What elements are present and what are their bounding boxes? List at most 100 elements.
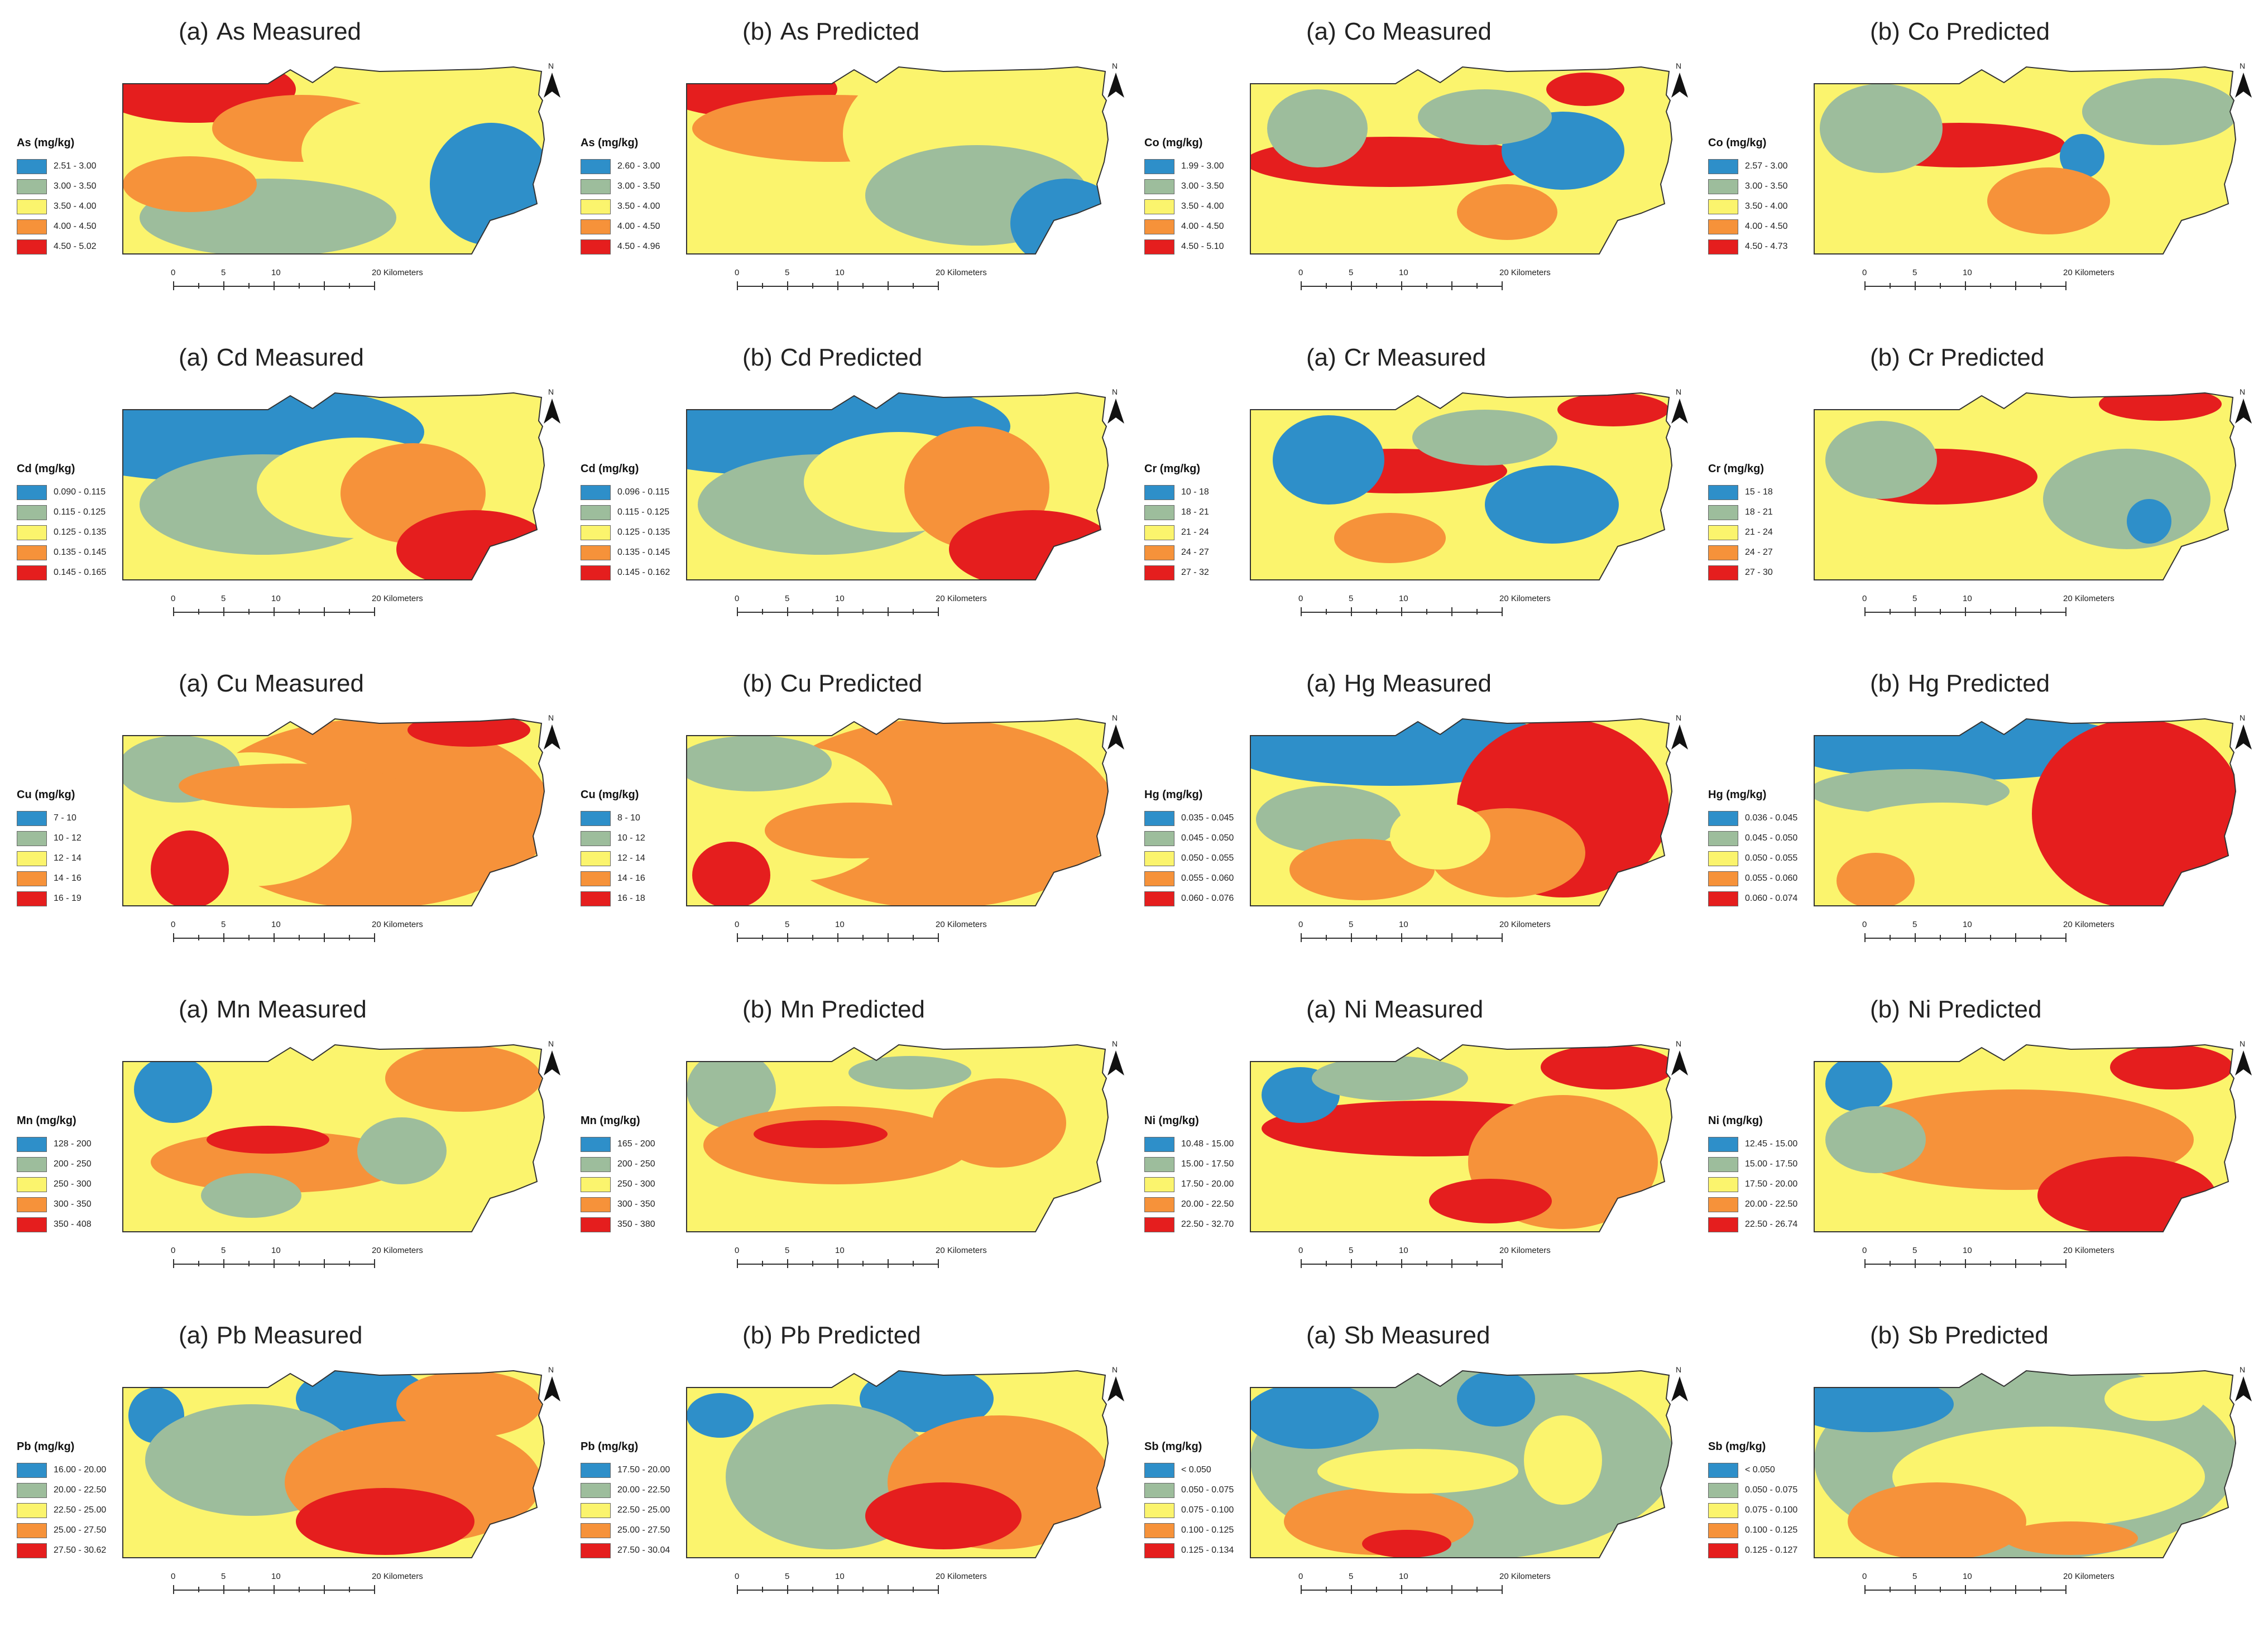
legend-label: 20.00 - 22.50: [1745, 1199, 1798, 1209]
legend-label: 350 - 380: [617, 1220, 655, 1229]
legend-item: 10 - 18: [1144, 482, 1209, 502]
map-panel: (a) Cr Measured Cr (mg/kg) 10 - 18 18 - 21 21…: [1133, 332, 1697, 652]
legend-swatch: [1708, 545, 1738, 560]
legend-swatch: [581, 810, 611, 826]
interpolation-map: [122, 718, 545, 906]
scale-label: 20 Kilometers: [2063, 1246, 2114, 1255]
scale-tick: [762, 283, 763, 289]
north-letter: N: [1112, 387, 1118, 396]
legend-item: 10 - 12: [581, 828, 645, 848]
legend-item: 24 - 27: [1708, 542, 1773, 563]
legend-label: 300 - 350: [617, 1199, 655, 1209]
legend-swatch: [581, 199, 611, 214]
legend-item: 3.00 - 3.50: [1708, 176, 1788, 196]
legend-label: 0.145 - 0.162: [617, 568, 670, 577]
scale-tick: [2040, 1261, 2041, 1266]
scale-label: 10: [1399, 920, 1408, 929]
legend-label: 165 - 200: [617, 1139, 655, 1149]
legend-label: 8 - 10: [617, 813, 640, 823]
north-letter: N: [1112, 713, 1118, 722]
north-arrow: N: [541, 1039, 564, 1078]
legend-swatch: [17, 810, 47, 826]
scale-tick: [2015, 281, 2016, 290]
scale-tick: [1451, 607, 1452, 616]
legend-item: 27 - 30: [1708, 563, 1773, 583]
interpolation-map: [686, 1044, 1109, 1232]
north-letter: N: [548, 61, 554, 70]
legend-item: 20.00 - 22.50: [581, 1480, 670, 1500]
legend-label: 12.45 - 15.00: [1745, 1139, 1798, 1149]
map-panel: (b) As Predicted As (mg/kg) 2.60 - 3.00 3.00…: [569, 6, 1133, 327]
legend-item: 0.135 - 0.145: [581, 542, 670, 563]
scale-tick: [2040, 283, 2041, 289]
scale-label: 10: [271, 1246, 281, 1255]
legend-swatch: [581, 1177, 611, 1192]
scale-tick: [812, 1587, 813, 1592]
legend-swatch: [581, 179, 611, 194]
scale-tick: [787, 1585, 788, 1594]
interpolation-map: [1814, 66, 2237, 255]
legend-item: 250 - 300: [581, 1174, 655, 1194]
concentration-zone: [2043, 449, 2211, 549]
scale-tick: [349, 1587, 350, 1592]
north-arrow-icon: [2235, 1050, 2252, 1076]
north-letter: N: [1676, 61, 1682, 70]
legend-item: 27.50 - 30.04: [581, 1540, 670, 1561]
study-area-boundary: [1814, 1370, 2237, 1558]
scale-bar: 0 5 10 20 Kilometers: [735, 1246, 1005, 1279]
scale-label: 10: [1963, 920, 1972, 929]
scale-tick: [1351, 607, 1352, 616]
legend-label: 17.50 - 20.00: [1181, 1179, 1234, 1189]
scale-tick: [1301, 1259, 1302, 1268]
legend-swatch: [17, 1217, 47, 1232]
legend-label: 0.055 - 0.060: [1745, 873, 1798, 883]
scale-tick: [1915, 1259, 1916, 1268]
north-arrow: N: [1669, 61, 1691, 100]
scale-tick: [223, 1259, 224, 1268]
concentration-zone: [1820, 84, 1943, 173]
scale-tick: [274, 1259, 275, 1268]
legend-item: 0.050 - 0.075: [1708, 1480, 1797, 1500]
legend-item: 4.00 - 4.50: [581, 217, 660, 237]
legend-swatch: [1708, 1502, 1738, 1518]
legend-label: 4.50 - 5.02: [54, 242, 97, 251]
legend-swatch: [581, 1543, 611, 1558]
legend-item: 18 - 21: [1144, 502, 1209, 522]
scale-bar: 0 5 10 20 Kilometers: [171, 1572, 441, 1605]
map-legend: Mn (mg/kg) 165 - 200 200 - 250 250 - 300 300…: [581, 1115, 655, 1235]
scale-tick: [248, 1587, 250, 1592]
legend-item: 0.060 - 0.076: [1144, 889, 1234, 909]
scale-label: 0: [1862, 1572, 1867, 1581]
north-arrow-icon: [1107, 399, 1124, 424]
legend-swatch: [17, 1197, 47, 1212]
study-area-boundary: [1250, 66, 1673, 255]
panel-label: (a): [1306, 996, 1336, 1023]
scale-bar: 0 5 10 20 Kilometers: [1862, 1572, 2132, 1605]
legend-item: 3.50 - 4.00: [1144, 196, 1224, 217]
legend-label: 0.050 - 0.075: [1181, 1485, 1234, 1495]
concentration-zone: [687, 1050, 776, 1129]
panel-title-text: Co Predicted: [1907, 18, 2050, 45]
panel-title: (b) Pb Predicted: [742, 1322, 921, 1350]
legend-swatch: [1708, 1156, 1738, 1172]
concentration-zone: [860, 1371, 994, 1432]
legend-swatch: [17, 1462, 47, 1478]
legend-swatch: [17, 871, 47, 886]
scale-tick: [173, 933, 174, 942]
legend-item: 1.99 - 3.00: [1144, 156, 1224, 176]
interpolation-map: [1250, 718, 1673, 906]
concentration-zone: [754, 1120, 888, 1148]
scale-label: 10: [835, 920, 845, 929]
legend-swatch: [1708, 1462, 1738, 1478]
panel-title: (b) Ni Predicted: [1870, 996, 2041, 1024]
scale-tick: [1890, 1587, 1891, 1592]
scale-tick: [2065, 1259, 2066, 1268]
legend-item: 0.125 - 0.135: [17, 522, 106, 542]
legend-item: 17.50 - 20.00: [581, 1460, 670, 1480]
north-arrow-icon: [544, 1050, 560, 1076]
panel-title: (b) Hg Predicted: [1870, 670, 2050, 698]
scale-label: 5: [1912, 920, 1917, 929]
legend-swatch: [17, 199, 47, 214]
scale-label: 0: [735, 594, 740, 603]
scale-tick: [274, 933, 275, 942]
